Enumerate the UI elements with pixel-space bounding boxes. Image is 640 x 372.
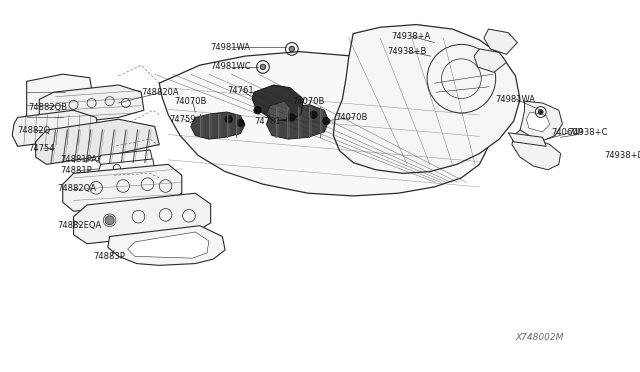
Text: 74881P: 74881P (60, 166, 92, 175)
Circle shape (310, 111, 317, 118)
Polygon shape (520, 101, 563, 141)
Text: 74781: 74781 (254, 116, 280, 126)
Circle shape (260, 64, 266, 70)
Text: 74070B: 74070B (335, 113, 367, 122)
Polygon shape (99, 150, 153, 168)
Text: 74938+B: 74938+B (387, 47, 427, 56)
Text: 74070B: 74070B (175, 97, 207, 106)
Polygon shape (474, 49, 506, 72)
Text: 74981WA: 74981WA (211, 43, 251, 52)
Polygon shape (484, 29, 517, 54)
Polygon shape (99, 159, 155, 177)
Circle shape (237, 119, 244, 126)
Polygon shape (333, 25, 520, 173)
Text: 74761: 74761 (227, 86, 253, 95)
Polygon shape (267, 101, 290, 121)
Text: 74882QB: 74882QB (28, 103, 68, 112)
Polygon shape (267, 105, 329, 139)
Circle shape (225, 116, 232, 123)
Circle shape (289, 46, 294, 52)
Text: 74882Q: 74882Q (18, 126, 51, 135)
Text: 74882EQA: 74882EQA (58, 221, 102, 230)
Polygon shape (252, 85, 303, 121)
Polygon shape (159, 52, 493, 196)
Text: X748002M: X748002M (515, 333, 564, 342)
Circle shape (323, 118, 330, 125)
Circle shape (254, 107, 261, 114)
Text: 74938+A: 74938+A (391, 32, 430, 41)
Polygon shape (512, 130, 561, 170)
Polygon shape (127, 232, 209, 258)
Circle shape (538, 110, 543, 114)
Text: 74883P: 74883P (93, 252, 125, 261)
Text: 74060P: 74060P (552, 128, 583, 137)
Text: 74981WA: 74981WA (495, 95, 536, 104)
Polygon shape (74, 193, 211, 244)
Text: 74881PA: 74881PA (60, 155, 97, 164)
Polygon shape (508, 133, 546, 146)
Text: 74070B: 74070B (292, 97, 325, 106)
Text: 748820A: 748820A (141, 88, 179, 97)
Circle shape (105, 216, 114, 225)
Circle shape (288, 114, 296, 121)
Polygon shape (36, 119, 159, 164)
Polygon shape (63, 164, 182, 211)
Polygon shape (39, 85, 144, 125)
Text: 74981WC: 74981WC (211, 62, 252, 71)
Text: 74754: 74754 (28, 144, 55, 153)
Text: 74882QA: 74882QA (58, 184, 96, 193)
Text: 74759: 74759 (169, 115, 196, 124)
Polygon shape (191, 112, 245, 139)
Polygon shape (27, 74, 92, 139)
Polygon shape (108, 226, 225, 265)
Polygon shape (526, 112, 550, 132)
Text: 74938+C: 74938+C (568, 128, 607, 137)
Text: 74938+D: 74938+D (604, 151, 640, 160)
Polygon shape (12, 110, 99, 146)
